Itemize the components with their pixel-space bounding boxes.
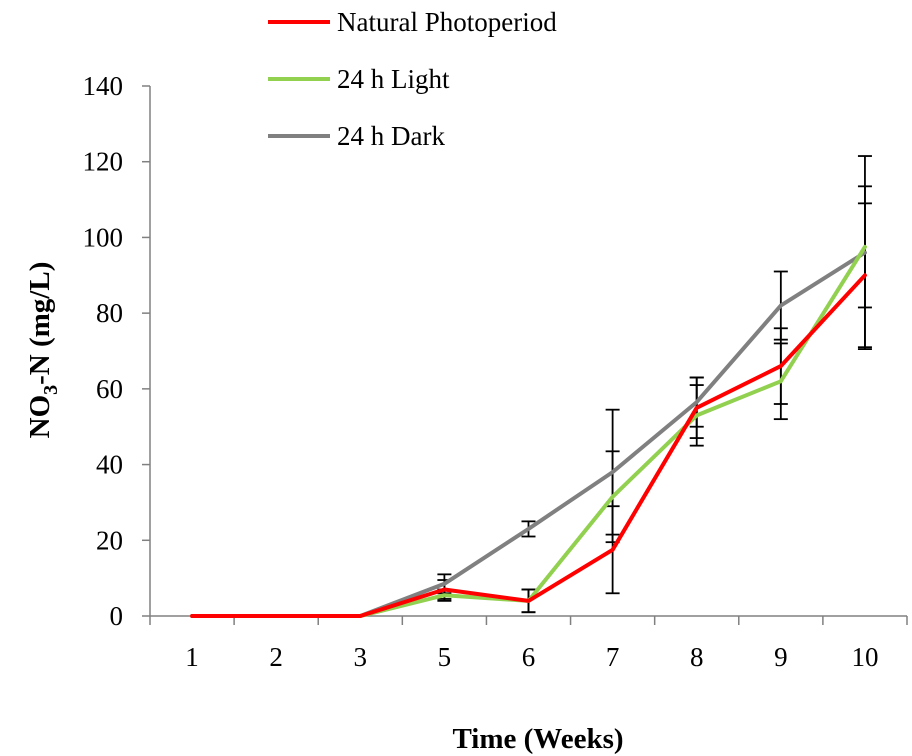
legend: Natural Photoperiod 24 h Light 24 h Dark: [268, 7, 557, 151]
x-tick-label: 6: [522, 642, 536, 672]
y-axis-title: NO3-N (mg/L): [24, 262, 62, 439]
x-tick-label: 9: [774, 642, 788, 672]
legend-label: 24 h Dark: [337, 121, 445, 151]
y-tick-label: 140: [83, 71, 124, 101]
y-tick-label: 100: [83, 222, 124, 252]
x-tick-label: 7: [606, 642, 620, 672]
x-tick-label: 10: [851, 642, 878, 672]
x-tick-label: 8: [690, 642, 704, 672]
series-line-24-h-dark: [190, 250, 867, 618]
plot-area: [190, 155, 872, 618]
y-tick-label: 120: [83, 147, 124, 177]
y-tick-label: 60: [96, 374, 123, 404]
x-tick-label: 5: [438, 642, 452, 672]
y-tick-label: 0: [110, 601, 124, 631]
axes: 0 20 40 60 80 100 120 140 1 2 3 5 6 7 8 9 10: [83, 71, 908, 672]
y-tick-label: 40: [96, 450, 123, 480]
series-line-natural-photoperiod: [190, 273, 867, 618]
series-line-24-h-light: [190, 244, 867, 618]
x-axis-title: Time (Weeks): [452, 723, 623, 755]
y-tick-label: 80: [96, 298, 123, 328]
legend-label: Natural Photoperiod: [337, 7, 557, 37]
legend-label: 24 h Light: [337, 64, 450, 94]
x-tick-label: 3: [354, 642, 368, 672]
x-tick-label: 2: [269, 642, 283, 672]
x-tick-label: 1: [185, 642, 199, 672]
y-tick-label: 20: [96, 525, 123, 555]
